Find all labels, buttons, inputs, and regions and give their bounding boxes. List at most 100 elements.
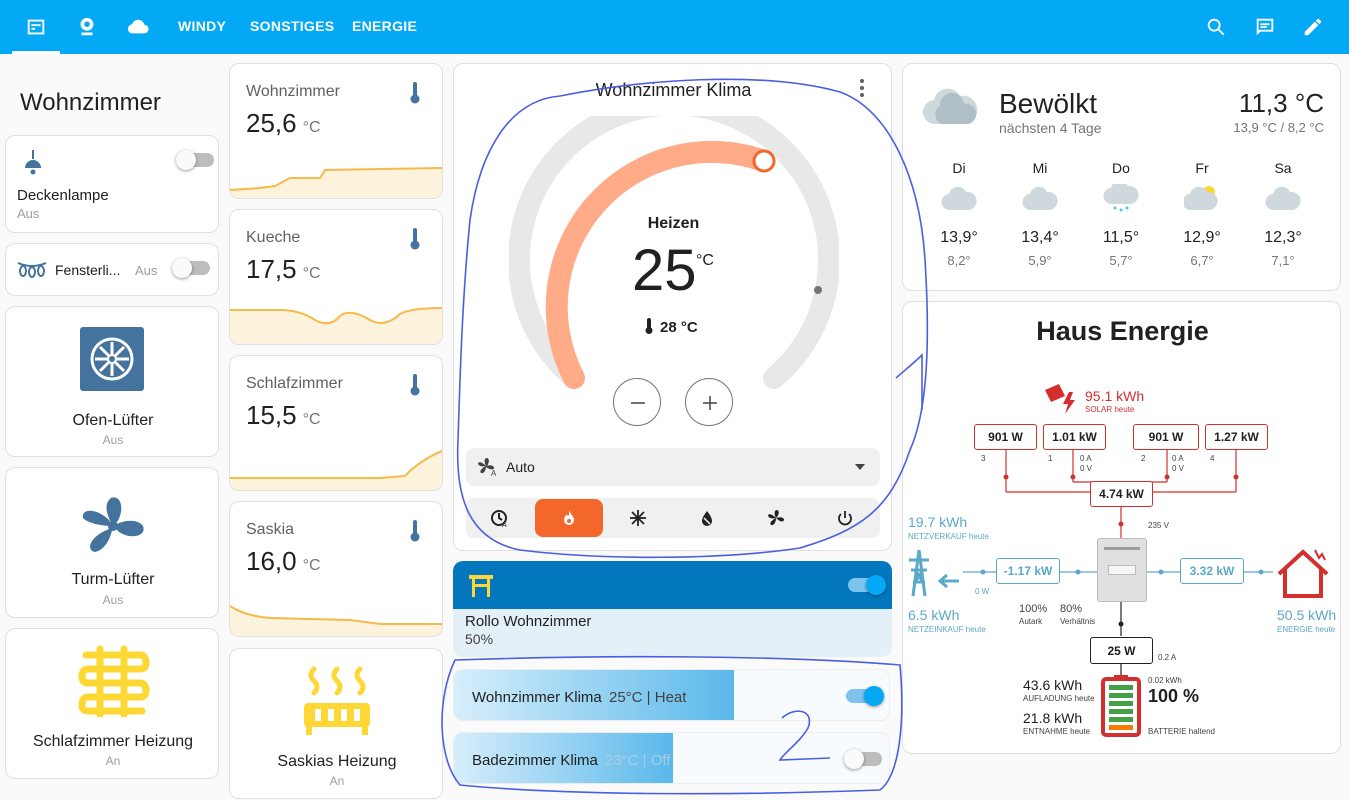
weather-temp: 11,3 °C: [1238, 88, 1324, 118]
sensor-value-number: 25,6: [246, 108, 297, 138]
string-4-power: 1.27 kW: [1205, 424, 1268, 450]
sensor-card-kueche[interactable]: Kueche 17,5 °C: [229, 209, 443, 345]
schlafzimmer-heizung-label: Schlafzimmer Heizung: [32, 733, 194, 750]
mode-heat-cool-auto-button[interactable]: A: [466, 499, 534, 537]
string-volts: 0 V: [1172, 464, 1185, 473]
grid-buy-label: NETZVERKAUF heute: [908, 532, 989, 541]
weather-hilo: 13,9 °C / 8,2 °C: [1233, 120, 1324, 135]
forecast-low: 5,9°: [1028, 253, 1052, 268]
edit-icon[interactable]: [1295, 9, 1331, 45]
tab-windy[interactable]: WINDY: [178, 18, 227, 34]
mode-cool-button[interactable]: [604, 499, 672, 537]
ofen-luefter-card[interactable]: Ofen-Lüfter Aus: [5, 306, 219, 457]
charge-label: AUFLADUNG heute: [1023, 694, 1095, 703]
weather-card[interactable]: Bewölkt nächsten 4 Tage 11,3 °C 13,9 °C …: [902, 63, 1341, 291]
mode-heat-button[interactable]: [535, 499, 603, 537]
string-2-power: 901 W: [1133, 424, 1199, 450]
fensterlicht-card[interactable]: Fensterli... Aus: [5, 243, 219, 296]
autark-label: Autark: [1019, 617, 1043, 626]
svg-text:A: A: [491, 469, 497, 476]
cover-toggle[interactable]: [848, 575, 886, 595]
sensor-card-saskia[interactable]: Saskia 16,0 °C: [229, 501, 443, 637]
ratio-label: Verhältnis: [1060, 617, 1096, 626]
climate-tile-wohnzimmer[interactable]: Wohnzimmer Klima 25°C | Heat: [453, 669, 890, 721]
svg-text:A: A: [502, 522, 507, 527]
decrease-temp-button[interactable]: [613, 378, 661, 426]
tile-name: Wohnzimmer Klima: [472, 689, 602, 706]
power-icon: [838, 511, 852, 526]
webcam-icon[interactable]: [69, 9, 105, 45]
thermometer-icon: [410, 82, 420, 104]
chat-icon[interactable]: [1247, 9, 1283, 45]
turm-luefter-card[interactable]: Turm-Lüfter Aus: [5, 467, 219, 618]
cover-header: [453, 561, 892, 609]
search-icon[interactable]: [1198, 9, 1234, 45]
climate-title: Wohnzimmer Klima: [595, 80, 752, 100]
increase-temp-button[interactable]: [685, 378, 733, 426]
snowflake-icon: [630, 510, 646, 526]
climate-tile-badezimmer[interactable]: Badezimmer Klima 23°C | Off: [453, 732, 890, 784]
fensterlicht-state: Aus: [135, 263, 158, 278]
mode-off-button[interactable]: [811, 499, 879, 537]
sensor-card-wohnzimmer[interactable]: Wohnzimmer 25,6 °C: [229, 63, 443, 199]
energy-card: Haus Energie 95.1 kWh SOLAR heute 901 W …: [902, 301, 1341, 754]
saskias-heizung-card[interactable]: Saskias Heizung An: [229, 648, 443, 799]
schlafzimmer-heizung-card[interactable]: Schlafzimmer Heizung An: [5, 628, 219, 779]
weather-cloud-icon[interactable]: [120, 9, 156, 45]
discharge-label: ENTNAHME heute: [1023, 727, 1091, 736]
sensor-history-graph: [230, 605, 442, 636]
string-amps: 0 A: [1172, 454, 1184, 463]
grid-sell-label: NETZEINKAUF heute: [908, 625, 986, 634]
fan-icon: [82, 497, 144, 552]
fan-mode-select[interactable]: A Auto: [466, 448, 880, 486]
sensor-value: 16,0 °C: [246, 546, 321, 577]
home-total: 50.5 kWh: [1277, 607, 1337, 623]
sensor-value-number: 17,5: [246, 254, 297, 284]
fan-icon: [768, 510, 784, 526]
forecast-high: 12,9°: [1183, 229, 1221, 246]
grid-sell-total: 6.5 kWh: [908, 607, 960, 623]
grid-power: -1.17 kW: [996, 558, 1060, 584]
mode-fan-only-button[interactable]: [742, 499, 810, 537]
tile-name: Badezimmer Klima: [472, 752, 598, 769]
weather-subtitle: nächsten 4 Tage: [999, 120, 1102, 136]
battery-small-value: 0.02 kWh: [1148, 676, 1182, 685]
more-options-icon[interactable]: [858, 78, 866, 98]
saskias-heizung-state: An: [329, 774, 345, 788]
cover-card[interactable]: Rollo Wohnzimmer 50%: [453, 561, 892, 657]
sensor-value: 25,6 °C: [246, 108, 321, 139]
forecast-high: 13,9°: [940, 229, 978, 246]
string-index: 3: [981, 454, 986, 463]
sensor-name: Schlafzimmer: [246, 375, 343, 392]
dashboard-icon[interactable]: [18, 9, 54, 45]
fensterlicht-toggle[interactable]: [172, 258, 210, 278]
deckenlampe-card[interactable]: Deckenlampe Aus: [5, 135, 219, 233]
sensor-card-schlafzimmer[interactable]: Schlafzimmer 15,5 °C: [229, 355, 443, 491]
forecast-high: 13,4°: [1021, 229, 1059, 246]
inverter-icon: [1097, 538, 1147, 602]
blinds-icon: [469, 575, 493, 597]
deckenlampe-label: Deckenlampe: [17, 187, 109, 204]
forecast-day-label: Fr: [1195, 160, 1209, 176]
mode-dry-button[interactable]: [673, 499, 741, 537]
grid-buy-total: 19.7 kWh: [908, 514, 968, 530]
tile-state: 23°C | Off: [605, 752, 671, 769]
sensor-unit: °C: [302, 119, 321, 136]
power-grid-icon: [909, 549, 959, 597]
autark-value: 100%: [1019, 603, 1048, 615]
climate-current-value: 28 °C: [660, 319, 698, 336]
forecast-day: Do 11,5° 5,7°: [1091, 160, 1151, 268]
battery-soc: 100 %: [1148, 686, 1200, 706]
forecast-day-label: Do: [1112, 160, 1130, 176]
sensor-history-graph: [230, 167, 442, 198]
tab-energie[interactable]: ENERGIE: [352, 18, 418, 34]
tile-toggle[interactable]: [844, 749, 882, 769]
tab-sonstiges[interactable]: SONSTIGES: [250, 18, 335, 34]
snowy-cloud-icon: [1103, 180, 1139, 212]
ofen-luefter-label: Ofen-Lüfter: [72, 412, 154, 429]
sensor-unit: °C: [302, 557, 321, 574]
tile-toggle[interactable]: [846, 686, 884, 706]
saskias-heizung-label: Saskias Heizung: [277, 753, 397, 770]
string-index: 4: [1210, 454, 1215, 463]
deckenlampe-toggle[interactable]: [176, 150, 214, 170]
